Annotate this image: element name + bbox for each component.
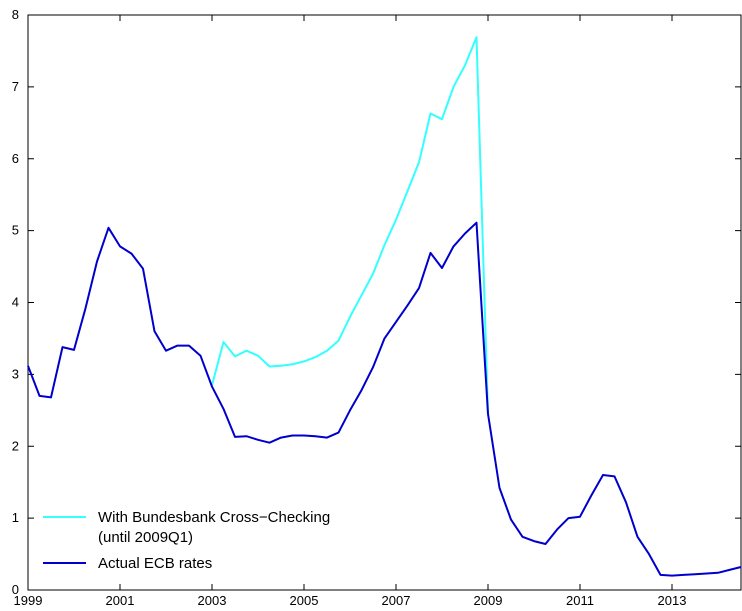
y-tick-label: 7 — [12, 79, 19, 94]
y-tick-label: 8 — [12, 7, 19, 22]
y-tick-label: 0 — [12, 582, 19, 597]
x-tick-label: 2011 — [566, 593, 594, 608]
y-tick-label: 3 — [12, 366, 19, 381]
y-tick-label: 6 — [12, 151, 19, 166]
x-tick-label: 2003 — [198, 593, 227, 608]
x-axis: 1999 2001 2003 2005 2007 2009 2011 2013 — [14, 15, 687, 608]
x-tick-label: 2009 — [474, 593, 503, 608]
series-line-ecb — [27, 221, 742, 577]
y-axis: 0 1 2 3 4 5 6 7 8 — [12, 7, 741, 597]
series-layer — [27, 36, 742, 577]
series-line-bundesbank — [211, 36, 489, 414]
y-tick-label: 1 — [12, 510, 19, 525]
x-tick-label: 2013 — [658, 593, 687, 608]
x-tick-label: 2005 — [290, 593, 319, 608]
x-tick-label: 2007 — [382, 593, 411, 608]
y-tick-label: 4 — [12, 295, 19, 310]
x-tick-label: 2001 — [106, 593, 135, 608]
y-tick-label: 5 — [12, 223, 19, 238]
y-tick-label: 2 — [12, 438, 19, 453]
legend-label: (until 2009Q1) — [98, 529, 193, 546]
legend: With Bundesbank Cross−Checking (until 200… — [43, 509, 330, 572]
legend-label: Actual ECB rates — [98, 555, 212, 572]
plot-frame — [27, 14, 742, 591]
x-tick-label: 1999 — [14, 593, 43, 608]
legend-label: With Bundesbank Cross−Checking — [98, 509, 330, 526]
